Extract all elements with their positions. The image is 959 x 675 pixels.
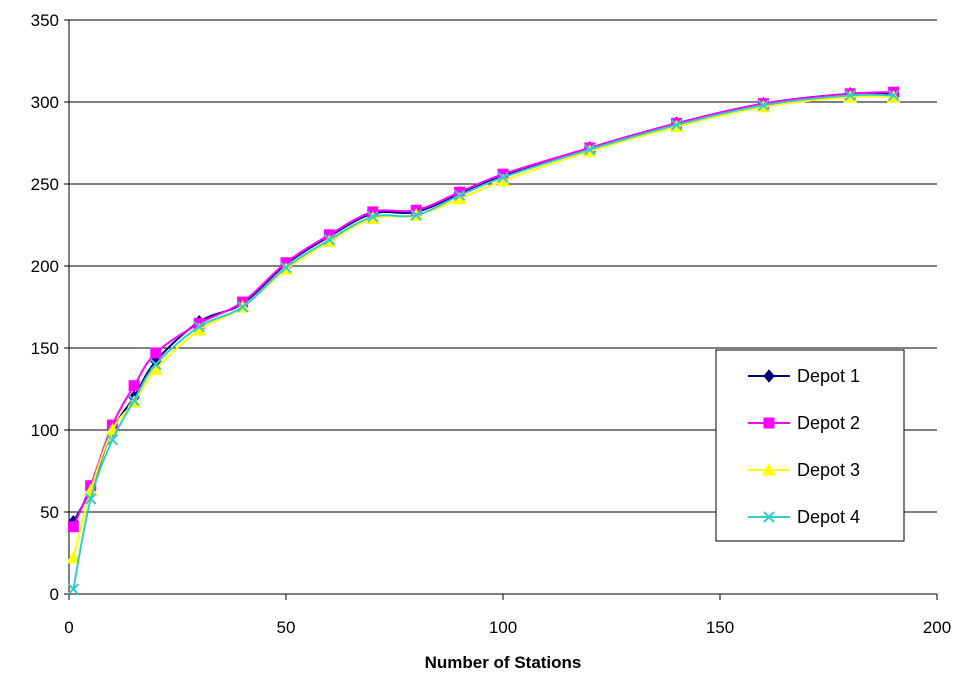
data-point [280,261,292,274]
tick-labels: 0 50 100 150 200 250 300 350 0 50 100 150 200 [31,11,952,637]
y-tick-label: 50 [40,503,59,522]
legend-marker [763,369,775,383]
y-tick-label: 100 [31,421,59,440]
legend-marker [763,511,775,523]
data-point [497,171,509,184]
y-tick-label: 250 [31,175,59,194]
axes [64,19,938,600]
legend-entry: Depot 2 [748,413,860,433]
legend-label: Depot 4 [797,507,860,527]
legend-marker [763,417,775,429]
data-point [193,320,205,333]
series-group [66,86,901,595]
data-point [67,583,80,595]
x-tick-label: 0 [64,618,73,637]
x-axis-title: Number of Stations [425,653,582,672]
data-point [66,550,81,564]
x-tick-label: 200 [923,618,951,637]
y-tick-label: 300 [31,93,59,112]
legend-label: Depot 2 [797,413,860,433]
y-tick-label: 350 [31,11,59,30]
data-point [453,189,466,202]
data-point [67,521,79,533]
data-point [150,358,162,371]
data-point [128,380,140,392]
y-tick-label: 0 [50,585,59,604]
data-point [236,301,249,313]
x-tick-label: 150 [706,618,734,637]
series-4 [67,89,900,595]
legend: Depot 1 Depot 2 Depot 3 Depot 4 [715,349,905,542]
data-point [410,209,422,221]
data-point [128,394,140,407]
data-point [887,89,900,102]
y-tick-label: 150 [31,339,59,358]
data-point [106,434,119,446]
series-line [72,93,894,590]
data-point [84,493,97,505]
data-point [323,234,336,246]
legend-entry: Depot 1 [748,366,860,386]
legend-marker [762,462,776,476]
legend-box [715,349,905,542]
data-point [367,211,379,223]
data-point [584,143,596,156]
legend-entry: Depot 4 [748,507,860,527]
y-tick-label: 200 [31,257,59,276]
legend-label: Depot 1 [797,366,860,386]
legend-label: Depot 3 [797,460,860,480]
x-tick-label: 50 [277,618,296,637]
data-point [150,347,162,359]
data-point [670,119,683,131]
x-tick-label: 100 [489,618,517,637]
data-point [757,99,770,111]
legend-entry: Depot 3 [748,460,860,480]
data-point [844,89,856,102]
